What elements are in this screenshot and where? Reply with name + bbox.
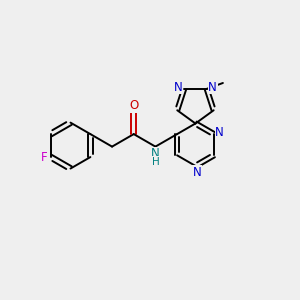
Text: N: N bbox=[193, 166, 201, 179]
Text: O: O bbox=[129, 99, 138, 112]
Text: N: N bbox=[174, 81, 183, 94]
Text: H: H bbox=[152, 157, 159, 167]
Text: N: N bbox=[215, 126, 224, 139]
Text: F: F bbox=[41, 151, 47, 164]
Text: N: N bbox=[151, 148, 160, 160]
Text: N: N bbox=[208, 81, 217, 94]
